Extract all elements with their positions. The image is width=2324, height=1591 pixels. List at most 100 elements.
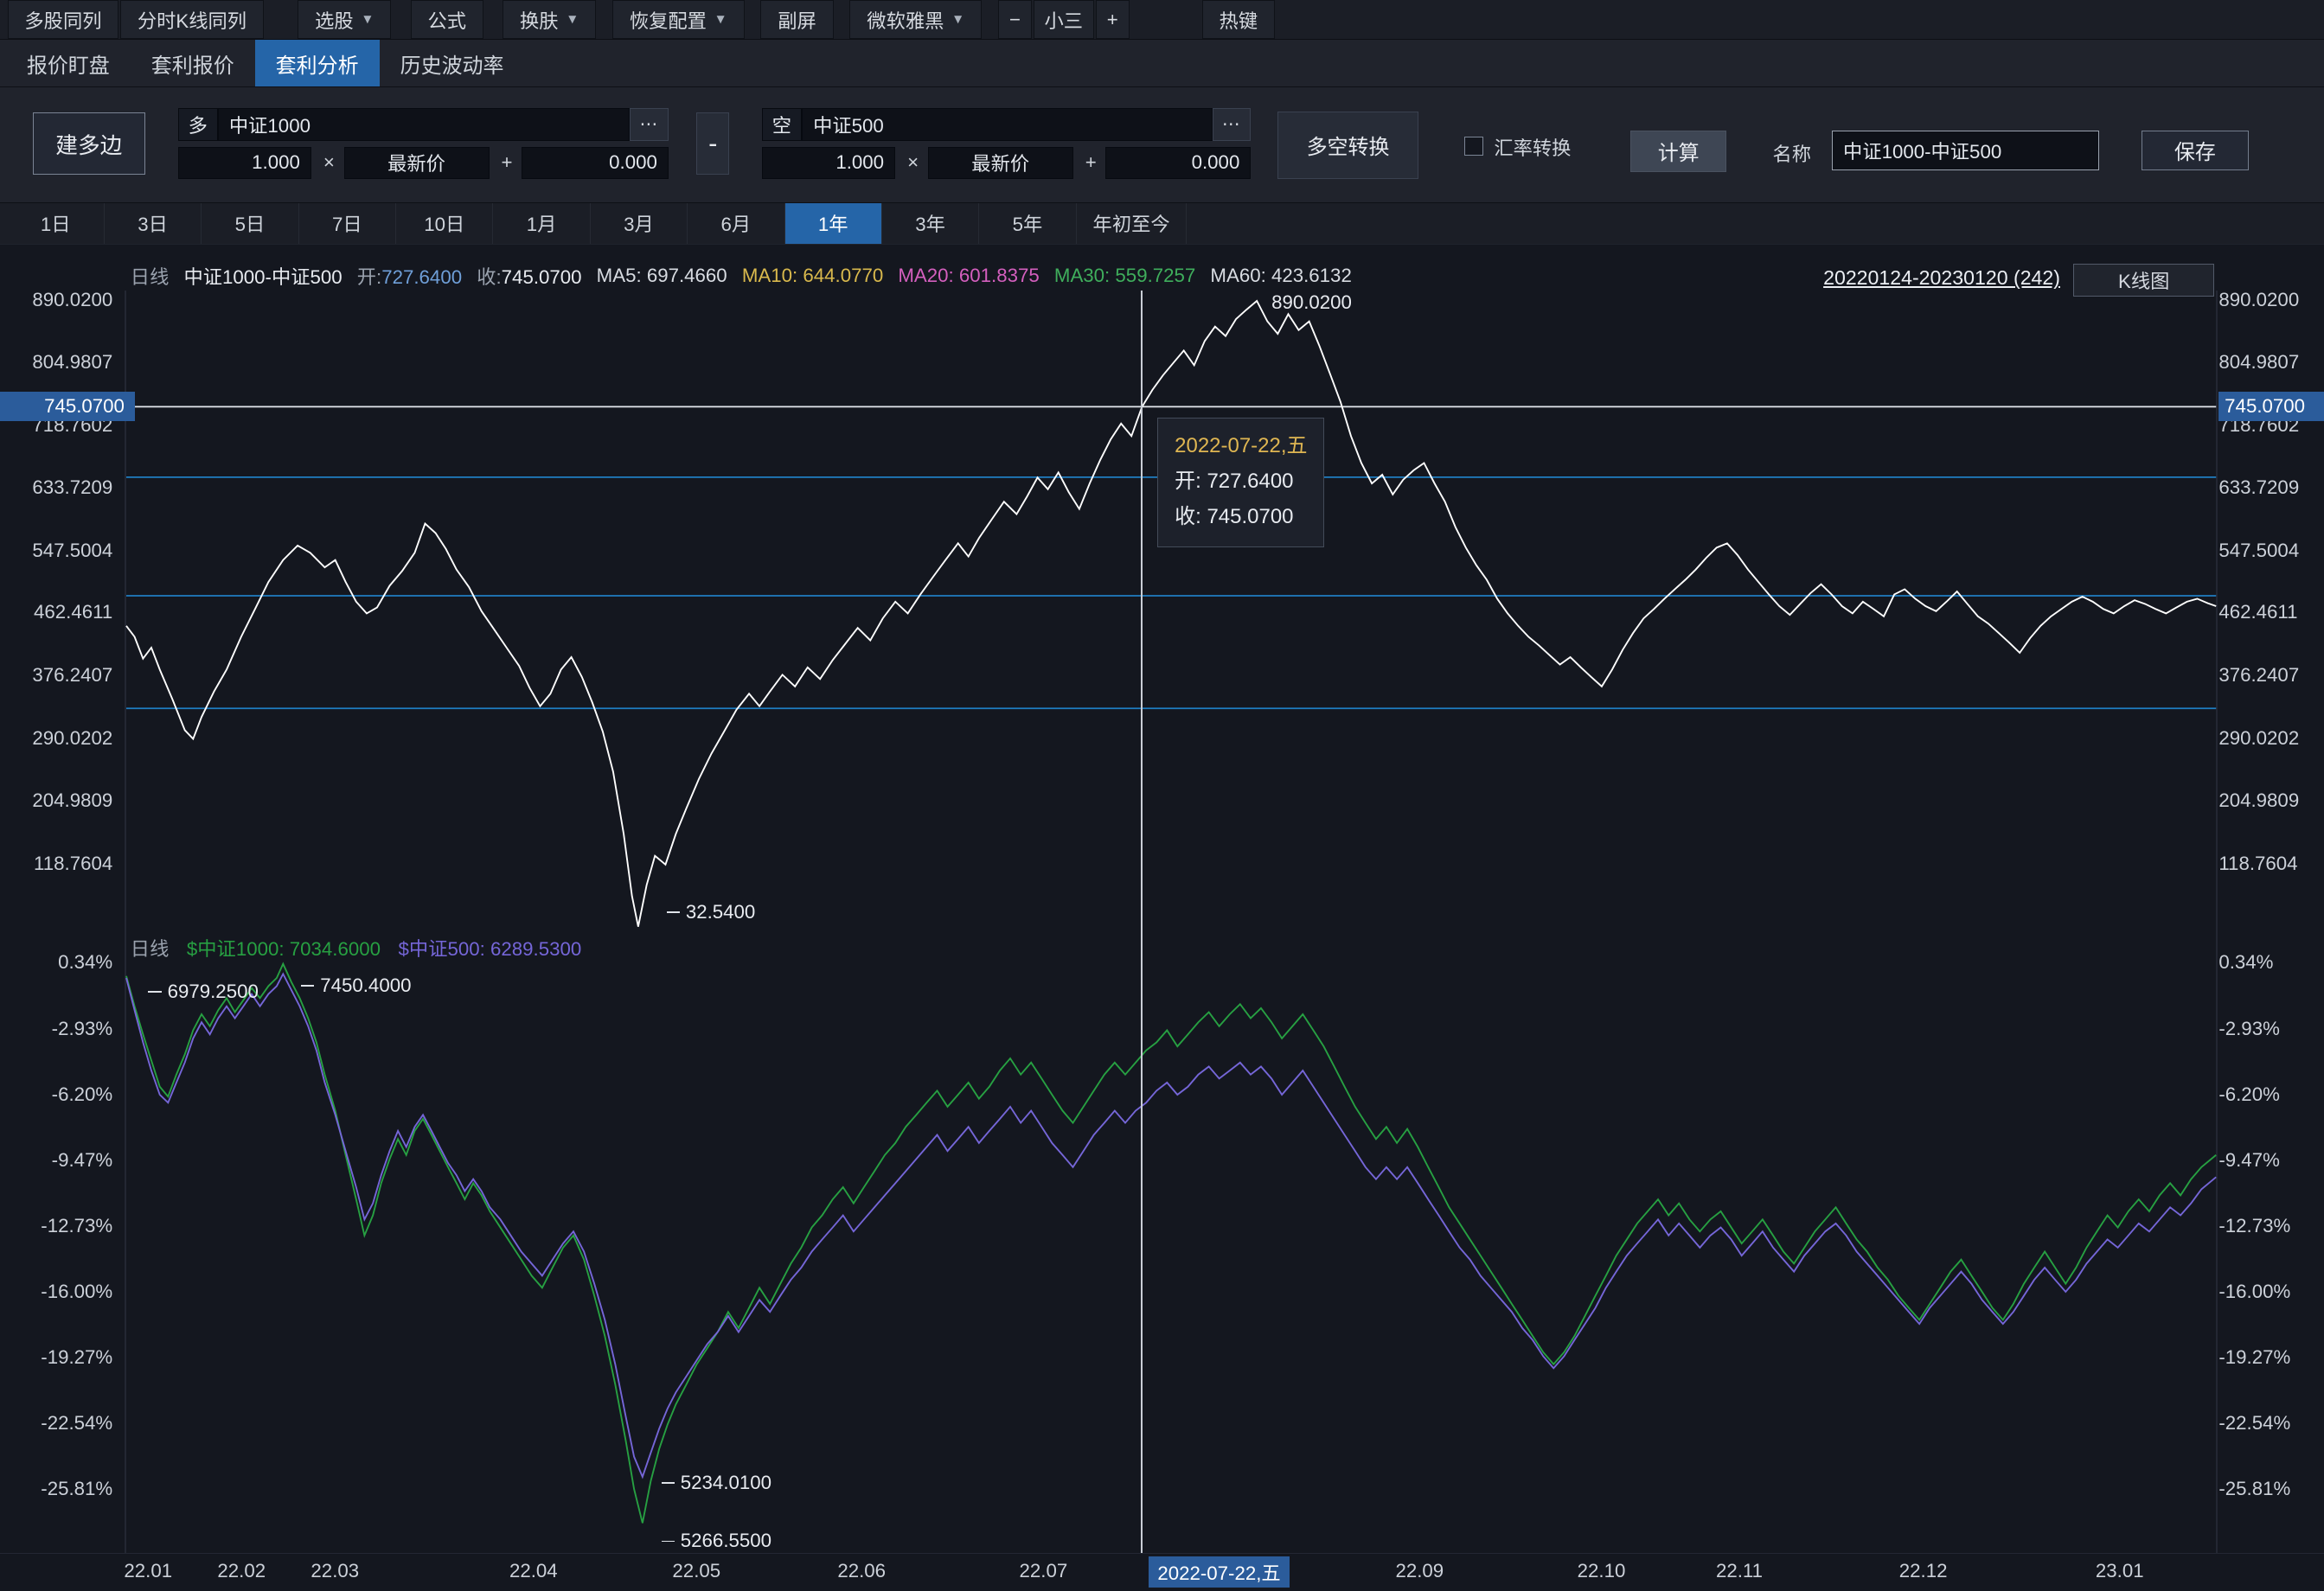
axis-tick-label: -12.73% [2218,1214,2291,1236]
tab-bar: 报价盯盘 套利报价 套利分析 历史波动率 [0,40,2324,88]
period-tab-6m[interactable]: 6月 [688,202,785,244]
chevron-down-icon: ▼ [566,11,579,27]
axis-tick-label: -16.00% [2218,1280,2291,1302]
crosshair-tooltip: 2022-07-22,五 开: 727.6400 收: 745.0700 [1157,418,1325,547]
menu-item-skin[interactable]: 换肤 ▼ [503,0,597,40]
period-tab-3d[interactable]: 3日 [105,202,202,244]
axis-tick-label: 633.7209 [2218,476,2300,498]
long-symbol-browse-button[interactable]: ⋯ [630,108,669,141]
plus-operator: + [1085,151,1097,174]
legend-index1000: $中证1000: 7034.6000 [186,937,381,960]
main-right-axis: 745.0700 890.0200 804.9807 718.7602 633.720… [2218,289,2324,934]
period-tab-1m[interactable]: 1月 [493,202,591,244]
menu-item-restore-config[interactable]: 恢复配置 ▼ [611,0,745,40]
plot-left-border [124,290,126,1553]
axis-tick-label: -9.47% [51,1148,113,1171]
save-button[interactable]: 保存 [2142,130,2249,171]
main-left-axis: 745.0700 890.0200 804.9807 718.7602 633.720… [0,289,135,934]
period-tab-10d[interactable]: 10日 [396,202,494,244]
axis-tick-label: -16.00% [41,1280,113,1302]
calculate-button[interactable]: 计算 [1630,130,1727,172]
font-increase-button[interactable]: + [1095,0,1130,40]
axis-tick-label: 0.34% [58,951,113,974]
plot-right-border [2215,290,2218,1553]
axis-tick-label: 547.5004 [32,539,113,561]
x-axis-tick-label: 22.10 [1577,1559,1626,1581]
menu-item-stock-pick[interactable]: 选股 ▼ [298,0,392,40]
axis-tick-label: -12.73% [41,1214,113,1236]
spread-minus-separator: - [696,112,730,176]
date-range-link[interactable]: 20220124-20230120 (242) [1823,266,2060,290]
spread-chart-svg [125,299,2217,927]
long-quantity-input[interactable]: 1.000 [177,146,311,180]
tab-arbitrage-analysis[interactable]: 套利分析 [254,40,380,87]
x-axis-tick-label: 22.09 [1395,1559,1444,1581]
multiply-operator: × [323,151,335,174]
long-offset-input[interactable]: 0.000 [522,146,669,180]
chart-annotation: 5234.0100 [661,1472,771,1494]
short-price-select[interactable]: 最新价 [927,146,1073,180]
ma60-value: MA60: 423.6132 [1210,265,1352,287]
tooltip-close: 收: 745.0700 [1175,504,1294,528]
axis-tick-label: 204.9809 [32,789,113,811]
axis-tick-label: 462.4611 [2218,601,2298,623]
overlay-chart-header: 日线 $中证1000: 7034.6000 $中证500: 6289.5300 [131,934,581,962]
axis-tick-label: -22.54% [41,1411,113,1434]
overlay-chart-plot[interactable]: 6979.2500 7450.4000 5234.0100 5266.5500 [125,957,2217,1553]
open-value: 开:727.6400 [356,266,463,289]
axis-tick-label: -25.81% [41,1477,113,1499]
period-tab-1y[interactable]: 1年 [784,202,882,244]
menu-item-intraday-kline[interactable]: 分时K线同列 [120,0,264,40]
spread-builder-toolbar: 建多边 多 中证1000 ⋯ 1.000 × 最新价 + 0.000 - 空 中… [0,87,2324,203]
menu-item-secondary-screen[interactable]: 副屏 [760,0,834,40]
axis-tick-label: -22.54% [2218,1411,2291,1434]
swap-long-short-button[interactable]: 多空转换 [1277,111,1418,180]
chart-annotation: 6979.2500 [148,981,259,1003]
close-value: 收:745.0700 [477,266,582,289]
menu-item-font-select[interactable]: 微软雅黑 ▼ [849,0,983,40]
tab-quote-watch[interactable]: 报价盯盘 [26,54,110,78]
period-tab-5y[interactable]: 5年 [979,202,1077,244]
main-chart-header: 日线 中证1000-中证500 开:727.6400 收:745.0700 MA… [131,262,1352,290]
x-axis-tick-label: 22.12 [1898,1559,1948,1581]
axis-tick-label: 290.0202 [2218,727,2300,750]
long-symbol-input[interactable]: 中证1000 [217,108,631,141]
period-tab-7d[interactable]: 7日 [299,202,397,244]
ma20-value: MA20: 601.8375 [898,265,1040,287]
axis-tick-label: 890.0200 [32,289,113,311]
short-symbol-browse-button[interactable]: ⋯ [1212,108,1252,141]
menu-item-hotkey[interactable]: 热键 [1201,0,1275,40]
axis-tick-label: -6.20% [51,1083,113,1105]
short-symbol-input[interactable]: 中证500 [802,108,1213,141]
build-multi-leg-button[interactable]: 建多边 [32,112,145,176]
short-quantity-input[interactable]: 1.000 [761,146,896,180]
menu-item-multi-stock[interactable]: 多股同列 [7,0,119,40]
spread-chart-plot[interactable]: 890.0200 32.5400 [125,291,2217,934]
tab-historical-volatility[interactable]: 历史波动率 [400,54,504,78]
short-side-label: 空 [761,108,803,141]
period-tab-5d[interactable]: 5日 [202,202,299,244]
menu-bar: 多股同列 分时K线同列 选股 ▼ 公式 换肤 ▼ 恢复配置 ▼ 副屏 微软雅黑 … [0,0,2324,41]
axis-tick-label: 118.7604 [34,852,113,874]
fx-conversion-checkbox[interactable] [1464,136,1484,156]
period-tab-ytd[interactable]: 年初至今 [1077,202,1188,244]
spread-name-input[interactable]: 中证1000-中证500 [1832,130,2099,171]
period-tab-3m[interactable]: 3月 [591,202,688,244]
kline-chart-button[interactable]: K线图 [2073,264,2215,297]
long-price-select[interactable]: 最新价 [343,146,490,180]
menu-item-formula[interactable]: 公式 [410,0,483,40]
crosshair-line [1141,290,1143,1553]
x-axis-tick-label: 22.05 [672,1559,721,1581]
menu-item-label: 恢复配置 [629,10,707,32]
short-offset-input[interactable]: 0.000 [1105,146,1252,180]
axis-tick-label: 547.5004 [2218,539,2300,561]
font-decrease-button[interactable]: − [997,0,1032,40]
tab-arbitrage-quote[interactable]: 套利报价 [150,54,234,78]
period-tab-1d[interactable]: 1日 [8,202,105,244]
long-side-label: 多 [177,108,218,141]
menu-item-label: 选股 [315,10,354,32]
menu-item-label: 换肤 [519,10,559,32]
period-tab-3y[interactable]: 3年 [882,202,980,244]
axis-tick-label: -2.93% [2218,1017,2280,1039]
